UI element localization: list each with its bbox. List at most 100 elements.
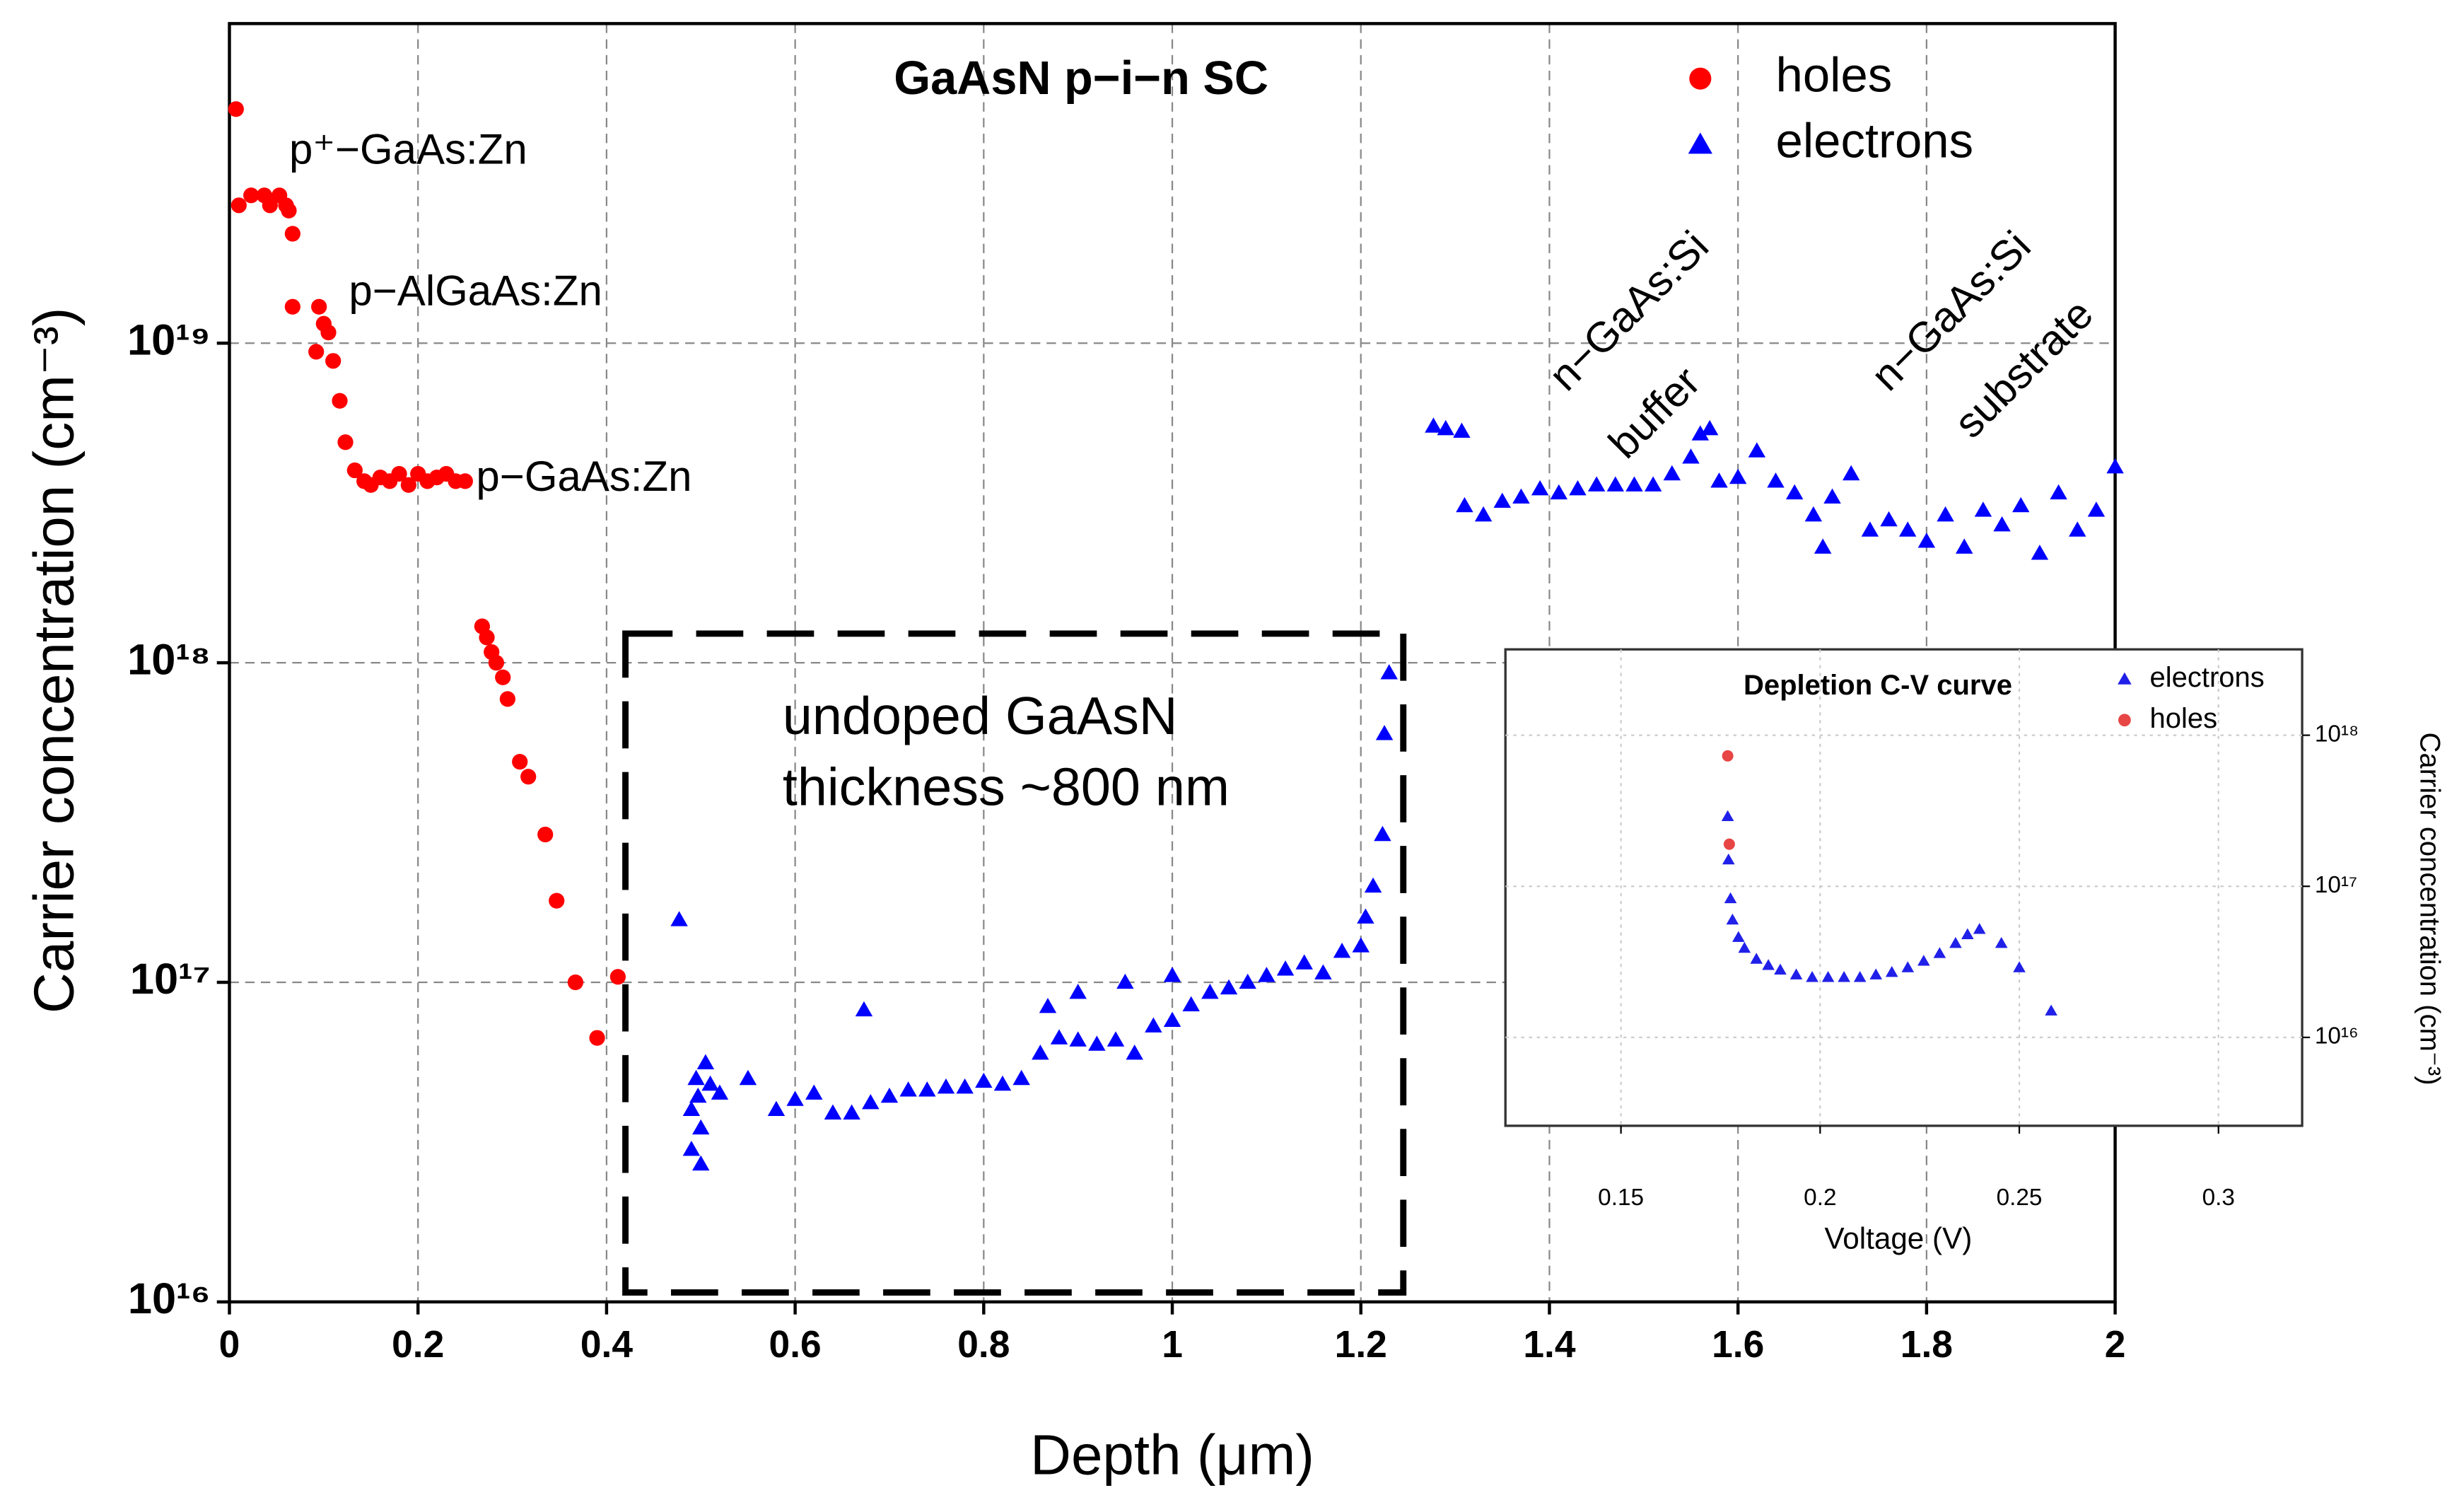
- point: [1961, 928, 1974, 939]
- legend-label: electrons: [1776, 114, 1974, 168]
- point: [687, 1069, 705, 1086]
- point: [880, 1087, 899, 1103]
- point: [1710, 472, 1728, 488]
- point: [692, 1119, 710, 1135]
- point: [956, 1078, 974, 1094]
- point: [1721, 810, 1734, 822]
- point: [1785, 484, 1804, 500]
- point: [711, 1084, 729, 1100]
- y-tick-label: 10¹⁷: [130, 955, 211, 1004]
- point: [1723, 838, 1735, 850]
- point: [1853, 971, 1867, 982]
- annotation: undoped GaAsN: [783, 687, 1178, 746]
- annotation: thickness ~800 nm: [783, 757, 1230, 817]
- point: [1821, 971, 1835, 982]
- point: [499, 691, 516, 707]
- point: [1748, 442, 1766, 458]
- point: [346, 462, 363, 479]
- point: [1806, 971, 1818, 982]
- point: [337, 434, 354, 450]
- point: [1789, 968, 1803, 979]
- point: [1738, 941, 1751, 953]
- point: [1364, 877, 1382, 893]
- point: [1838, 971, 1850, 982]
- point: [1933, 947, 1946, 958]
- point: [391, 465, 407, 482]
- point: [824, 1104, 842, 1120]
- point: [1352, 937, 1370, 953]
- legend-label: holes: [2149, 703, 2217, 734]
- point: [1880, 511, 1898, 527]
- point: [1606, 476, 1625, 492]
- x-tick-label: 0.25: [1997, 1185, 2043, 1211]
- x-tick-label: 0.15: [1598, 1185, 1644, 1211]
- x-tick-label: 0.3: [2202, 1185, 2235, 1211]
- x-axis-label: Depth (μm): [1030, 1423, 1314, 1486]
- point: [1762, 959, 1775, 970]
- x-axis-label: Voltage (V): [1824, 1221, 1972, 1255]
- point: [262, 197, 278, 214]
- legend-marker: [1688, 132, 1712, 154]
- point: [1069, 1031, 1087, 1047]
- inset: 0.15 0.2 0.25 0.3 10¹⁶ 10¹⁷ 10¹⁸ Depletion C-V …: [1504, 648, 2445, 1255]
- y-axis-label: Carrier concentration (cm⁻³): [22, 308, 85, 1013]
- point: [1885, 965, 1898, 977]
- point: [308, 344, 325, 360]
- point: [1258, 967, 1275, 982]
- x-tick-label: 0.2: [392, 1324, 444, 1366]
- y-tick-label: 10¹⁹: [127, 315, 211, 364]
- point: [918, 1081, 936, 1097]
- point: [495, 669, 511, 685]
- point: [479, 629, 495, 646]
- point: [1531, 480, 1549, 496]
- point: [1869, 968, 1883, 979]
- point: [1973, 923, 1986, 934]
- point: [609, 969, 626, 985]
- x-tick-label: 0.8: [957, 1324, 1010, 1366]
- point: [855, 1001, 873, 1017]
- point: [1644, 476, 1662, 492]
- point: [1088, 1035, 1106, 1051]
- point: [1050, 1029, 1068, 1045]
- x-tick-label: 0.2: [1804, 1185, 1836, 1211]
- point: [1682, 448, 1700, 464]
- point: [1726, 913, 1739, 925]
- point: [1937, 506, 1954, 522]
- point: [1333, 942, 1351, 958]
- y-tick-label: 10¹⁶: [2315, 1023, 2359, 1050]
- annotation: p−GaAs:Zn: [476, 453, 691, 500]
- chart-title: Depletion C-V curve: [1744, 670, 2012, 701]
- point: [993, 1075, 1012, 1091]
- legend-marker: [2118, 672, 2132, 685]
- point: [670, 911, 688, 926]
- point: [1804, 506, 1823, 522]
- point: [325, 353, 341, 369]
- point: [228, 101, 244, 117]
- point: [1493, 492, 1512, 508]
- point: [1453, 422, 1471, 438]
- point: [1993, 516, 2011, 532]
- legend-label: holes: [1776, 47, 1893, 102]
- point: [1116, 973, 1134, 989]
- point: [1474, 506, 1493, 522]
- point: [1861, 521, 1879, 537]
- point: [1039, 997, 1057, 1013]
- point: [739, 1069, 757, 1086]
- point: [1724, 892, 1737, 904]
- point: [692, 1155, 710, 1171]
- point: [1163, 1011, 1181, 1028]
- point: [975, 1072, 993, 1088]
- point: [1182, 996, 1200, 1012]
- y-tick-label: 10¹⁷: [2315, 872, 2357, 898]
- point: [1569, 480, 1587, 496]
- point: [1126, 1045, 1143, 1060]
- point: [1917, 533, 1936, 548]
- point: [1550, 484, 1568, 500]
- point: [1314, 964, 1332, 979]
- point: [2050, 484, 2067, 500]
- point: [1663, 465, 1681, 481]
- point: [1380, 664, 1398, 680]
- point: [1767, 472, 1785, 488]
- point: [230, 197, 247, 214]
